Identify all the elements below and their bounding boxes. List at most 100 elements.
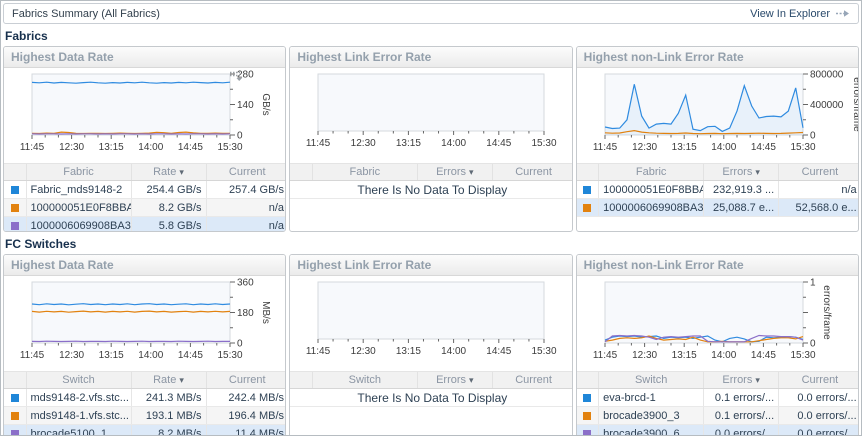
fc-switches-panel-row: Highest Data Rate 0 180 360 MB/s 11:45 12:30 13… [3, 254, 859, 435]
panel-title: Highest Link Error Rate [290, 47, 572, 68]
sort-descending-icon: ▾ [179, 375, 184, 385]
column-header-fabric[interactable]: Fabric [25, 163, 131, 181]
sort-descending-icon: ▾ [469, 167, 474, 177]
column-header-current[interactable]: Current [491, 371, 572, 389]
column-header-label: Fabric [63, 166, 94, 178]
chart-canvas[interactable]: 0 1 errors/frame 11:45 12:30 13:15 14:00 14:45 1… [577, 277, 859, 371]
x-axis-tick-label: 15:30 [790, 350, 815, 361]
column-header-label: Current [801, 374, 839, 386]
dashed-right-arrow-icon [836, 10, 849, 17]
table-row[interactable]: 100000051E0F8BBA 8.2 GB/s n/a [4, 198, 286, 217]
panel-title: Highest non-Link Error Rate [576, 255, 858, 276]
table-row[interactable]: brocade3900_3 0.1 errors/... 0.0 errors/..… [576, 406, 858, 425]
y-axis-tick-label: 400000 [810, 100, 844, 111]
table-row[interactable]: eva-brcd-1 0.1 errors/... 0.0 errors/... [576, 388, 858, 407]
swatch-column-header [576, 163, 599, 181]
column-header-current[interactable]: Current [778, 371, 858, 389]
column-header-label: Current [801, 166, 839, 178]
table-row[interactable]: mds9148-1.vfs.stc... 193.1 MB/s 196.4 MB/s [4, 406, 286, 425]
x-axis-tick-label: 14:00 [711, 350, 736, 361]
swatch-column-header [4, 163, 26, 181]
row-current-cell: 0.0 errors/... [778, 424, 858, 435]
row-name-cell: 100000051E0F8BBA [598, 180, 704, 199]
column-header-switch[interactable]: Switch [25, 371, 131, 389]
panel-title: Highest Data Rate [4, 47, 286, 68]
table-row[interactable]: 1000006069908BA3 25,088.7 e... 52,568.0 e.… [576, 198, 858, 217]
column-header-switch[interactable]: Switch [311, 371, 418, 389]
column-header-errors[interactable]: Errors ▾ [416, 163, 493, 181]
no-data-message: There Is No Data To Display [290, 388, 572, 407]
row-value-cell: 0.0 errors/... [703, 424, 779, 435]
x-axis-tick-label: 12:30 [632, 350, 657, 361]
table-row[interactable]: Fabric_mds9148-2 254.4 GB/s 257.4 GB/s [4, 180, 286, 199]
table-row[interactable]: brocade5100_1 8.2 MB/s 11.4 MB/s [4, 424, 286, 435]
column-header-errors[interactable]: Errors ▾ [416, 371, 493, 389]
panel-highest-data-rate: Highest Data Rate 0 140 280 GB/s 11:45 12:30 13… [3, 46, 287, 232]
column-header-current[interactable]: Current [205, 371, 286, 389]
column-header-errors[interactable]: Errors ▾ [703, 371, 779, 389]
column-header-errors[interactable]: Errors ▾ [703, 163, 779, 181]
chart-canvas[interactable]: 11:45 12:30 13:15 14:00 14:45 15:30 [290, 277, 572, 371]
column-header-rate[interactable]: Rate ▾ [130, 371, 206, 389]
x-axis-tick-label: 13:15 [99, 142, 124, 153]
table-row[interactable]: mds9148-2.vfs.stc... 241.3 MB/s 242.4 MB/s [4, 388, 286, 407]
table-row[interactable]: brocade3900_6 0.0 errors/... 0.0 errors/..… [576, 424, 858, 435]
row-current-cell: n/a [778, 180, 858, 199]
data-table: Fabric Rate ▾ Current Fabric_mds9148-2 254.4 … [4, 163, 286, 231]
x-axis-tick-label: 14:00 [138, 350, 163, 361]
column-header-current[interactable]: Current [491, 163, 572, 181]
x-axis-tick-label: 15:30 [532, 138, 557, 149]
column-header-fabric[interactable]: Fabric [598, 163, 704, 181]
view-in-explorer-label: View In Explorer [750, 7, 830, 20]
column-header-label: Rate [153, 374, 177, 386]
column-header-label: Rate [153, 166, 177, 178]
series-line [604, 335, 803, 343]
chart-options-icon[interactable] [229, 70, 243, 82]
x-axis-tick-label: 13:15 [396, 346, 421, 357]
table-row[interactable]: 1000006069908BA3 5.8 GB/s n/a [4, 216, 286, 231]
view-in-explorer-link[interactable]: View In Explorer [750, 8, 850, 20]
sort-descending-icon: ▾ [179, 167, 184, 177]
table-row[interactable]: 100000051E0F8BBA 232,919.3 ... n/a [576, 180, 858, 199]
chart-canvas[interactable]: 0 180 360 MB/s 11:45 12:30 13:15 14:00 14:45 15:3… [4, 277, 286, 371]
column-header-rate[interactable]: Rate ▾ [130, 163, 206, 181]
column-header-current[interactable]: Current [205, 163, 286, 181]
swatch-column-header [290, 371, 313, 389]
chart-canvas[interactable]: 0 140 280 GB/s 11:45 12:30 13:15 14:00 14:45 15:3… [4, 69, 286, 163]
sort-descending-icon: ▾ [469, 375, 474, 385]
x-axis-tick-label: 13:15 [396, 138, 421, 149]
row-name-cell: 100000051E0F8BBA [25, 198, 131, 217]
row-current-cell: 196.4 MB/s [205, 406, 286, 425]
x-axis-tick-label: 11:45 [593, 142, 618, 153]
series-color-swatch [10, 429, 19, 435]
column-header-label: Switch [62, 374, 95, 386]
section-title-fc-switches: FC Switches [5, 237, 77, 251]
y-axis-tick-label: 1 [810, 278, 816, 289]
row-current-cell: 52,568.0 e... [778, 198, 858, 217]
column-header-fabric[interactable]: Fabric [311, 163, 418, 181]
table-header-row: Fabric Rate ▾ Current [4, 163, 286, 181]
column-header-current[interactable]: Current [778, 163, 858, 181]
y-axis-tick-label: 180 [237, 308, 254, 319]
x-axis-tick-label: 12:30 [351, 346, 376, 357]
row-value-cell: 254.4 GB/s [130, 180, 206, 199]
chart-canvas[interactable]: 11:45 12:30 13:15 14:00 14:45 15:30 [290, 69, 572, 163]
column-header-label: Current [515, 374, 552, 386]
column-header-switch[interactable]: Switch [598, 371, 704, 389]
column-header-label: Fabric [349, 166, 381, 178]
row-name-cell: mds9148-1.vfs.stc... [25, 406, 131, 425]
x-axis-tick-label: 14:00 [441, 346, 466, 357]
row-current-cell: 257.4 GB/s [205, 180, 286, 199]
series-line [604, 335, 803, 343]
column-header-label: Errors [722, 166, 753, 178]
panel-title: Highest Data Rate [4, 255, 286, 276]
swatch-column-header [290, 163, 313, 181]
row-swatch-cell [576, 388, 599, 407]
row-value-cell: 193.1 MB/s [130, 406, 206, 425]
table-header-row: Fabric Errors ▾ Current [576, 163, 858, 181]
x-axis-tick-label: 12:30 [59, 350, 84, 361]
series-line [604, 334, 803, 343]
row-swatch-cell [4, 180, 26, 199]
panel-title: Highest Link Error Rate [290, 255, 572, 276]
chart-canvas[interactable]: 0 400000 800000 errors/frame 11:45 12:30 13:15… [577, 69, 859, 163]
